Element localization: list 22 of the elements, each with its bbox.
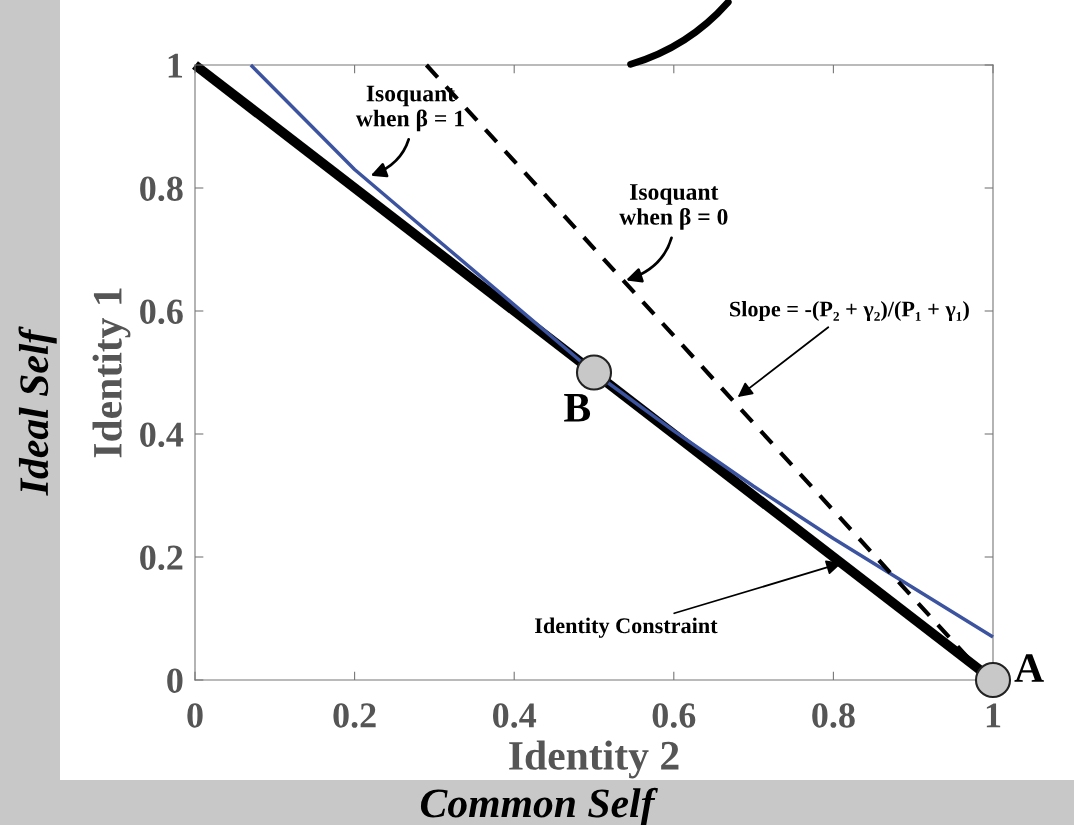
x-tick-label: 0.8 — [812, 703, 855, 728]
x-axis-title: Identity 2 — [509, 740, 679, 779]
text: Ideal Self — [18, 326, 57, 496]
x-tick-label: 0.6 — [652, 703, 696, 728]
y-tick-label: 0 — [167, 668, 183, 693]
x-tick-label: 1 — [986, 703, 1001, 728]
y-tick-label: 0.8 — [140, 176, 183, 202]
annotation: A — [1014, 654, 1044, 682]
annotation: Slope = -(P₂ + γ₂)/(P₁ + γ₁) — [730, 300, 969, 322]
y-tick-label: 0.2 — [140, 545, 183, 571]
x-tick-label: 0.2 — [333, 703, 376, 728]
y-axis-title: Identity 1 — [92, 288, 131, 458]
annotation: Isoquant when β = 0 — [619, 184, 728, 230]
y-tick-label: 0.4 — [140, 422, 184, 448]
y-tick-label: 0.6 — [140, 299, 183, 325]
annotation: Isoquant when β = 1 — [355, 85, 464, 132]
y-tick-label: 1 — [168, 53, 183, 78]
annotation: B — [564, 394, 591, 422]
annotation: Identity Constraint — [535, 617, 718, 638]
x-tick-label: 0.4 — [493, 703, 537, 728]
x-tick-label: 0 — [187, 703, 203, 728]
text: Common Self — [420, 787, 658, 825]
